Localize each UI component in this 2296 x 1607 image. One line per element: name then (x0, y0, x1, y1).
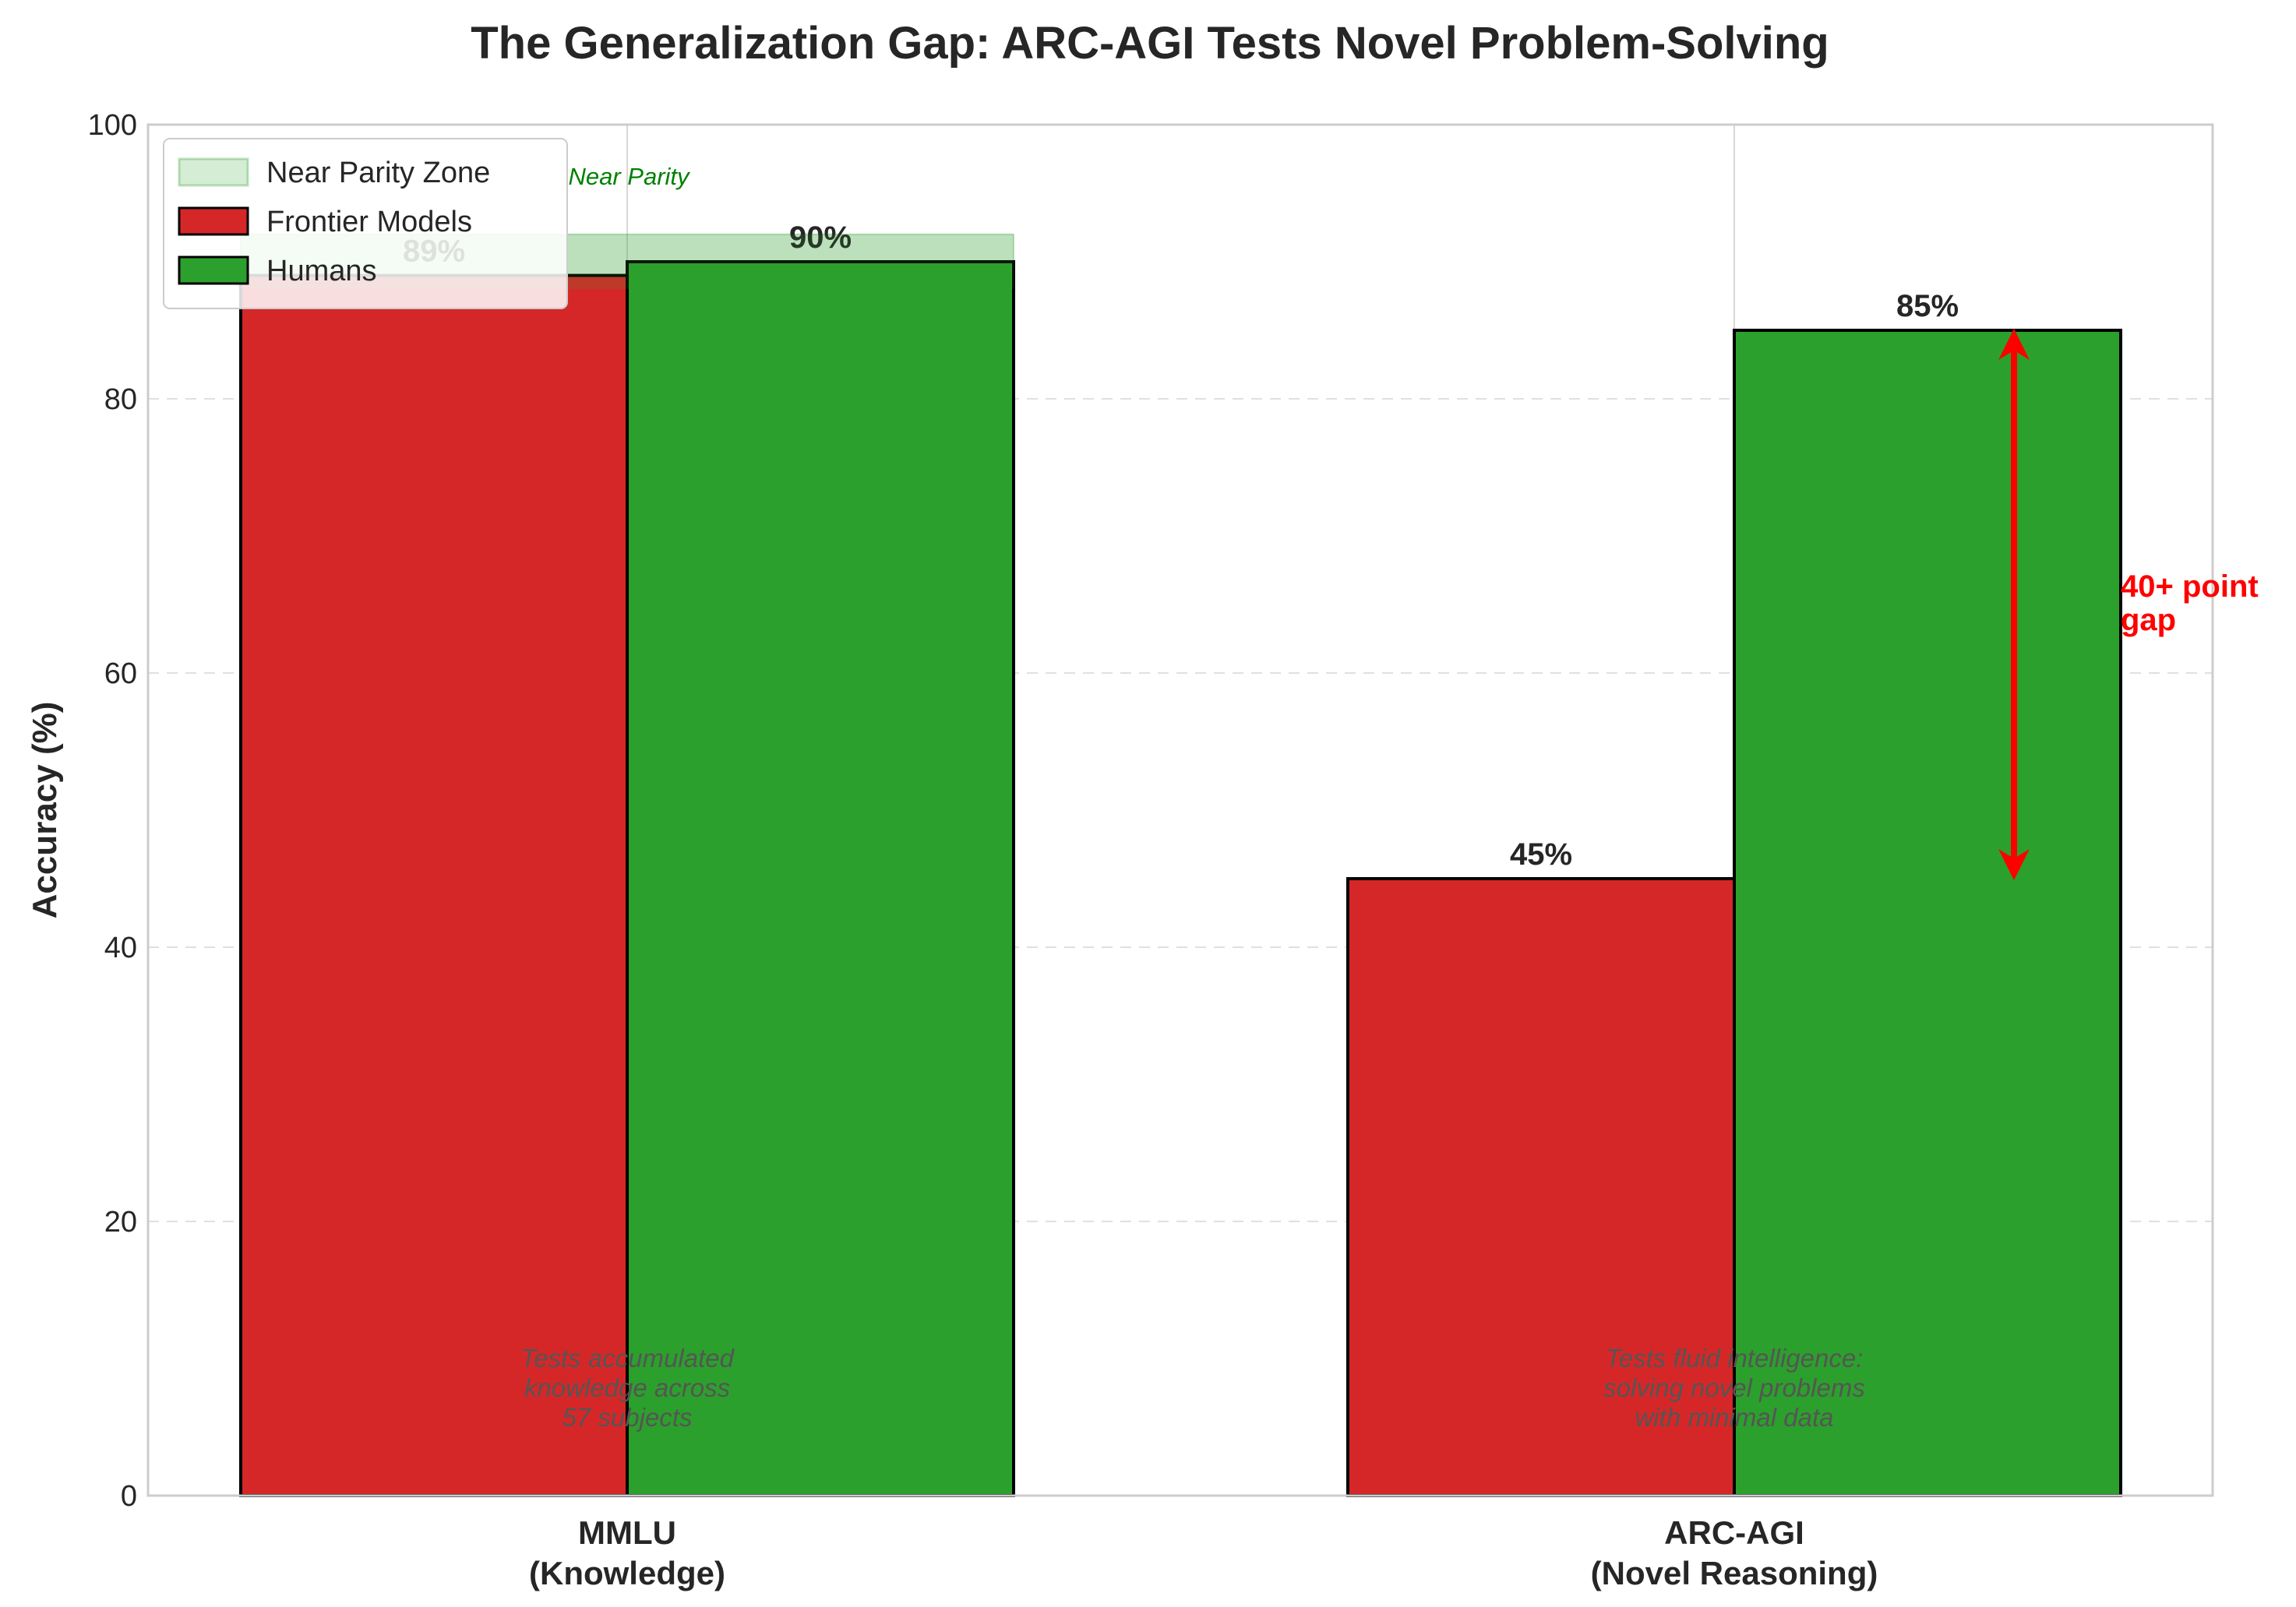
x-tick-sublabel: (Knowledge) (529, 1555, 725, 1591)
value-label-humans-arc-agi: 85% (1896, 289, 1959, 323)
near-parity-label: Near Parity (568, 163, 691, 190)
y-tick-label: 20 (104, 1206, 137, 1239)
gap-label-line: 40+ point (2121, 569, 2259, 604)
y-tick-label: 40 (104, 932, 137, 964)
gap-label-line: gap (2121, 603, 2176, 637)
bar-humans-arc-agi (1733, 329, 2122, 1497)
category-description-line: solving novel problems (1603, 1373, 1865, 1402)
legend-label-frontier-models: Frontier Models (266, 206, 472, 238)
x-axis-ticks: MMLU (Knowledge) ARC-AGI (Novel Reasoning) (529, 1514, 1878, 1591)
chart-title: The Generalization Gap: ARC-AGI Tests No… (471, 18, 1829, 69)
x-tick-label: ARC-AGI (1664, 1514, 1804, 1551)
value-label-frontier-models-arc-agi: 45% (1510, 837, 1572, 872)
legend-swatch-near-parity-zone (178, 157, 249, 187)
legend-box (163, 138, 568, 309)
value-label-humans-mmlu: 90% (789, 220, 852, 255)
category-description-line: with minimal data (1635, 1403, 1834, 1432)
y-tick-label: 0 (121, 1480, 137, 1513)
bar-humans-mmlu (626, 260, 1015, 1497)
bars-layer (239, 260, 2122, 1498)
legend-swatch-humans (178, 255, 249, 285)
legend-label-near-parity-zone: Near Parity Zone (266, 157, 490, 189)
legend-label-humans: Humans (266, 255, 377, 287)
x-tick-sublabel: (Novel Reasoning) (1591, 1555, 1878, 1591)
plot-frame (146, 123, 2214, 1497)
legend: Near Parity Zone Frontier Models Humans (163, 138, 568, 309)
y-tick-label: 60 (104, 657, 137, 690)
y-tick-label: 100 (88, 109, 137, 142)
x-tick-label: MMLU (578, 1514, 676, 1551)
category-description-line: Tests accumulated (520, 1344, 735, 1373)
legend-swatch-frontier-models (178, 206, 249, 236)
category-description-line: Tests fluid intelligence: (1606, 1344, 1864, 1373)
bar-frontier-models-mmlu (239, 273, 629, 1498)
y-axis-ticks: 0 20 40 60 80 100 (88, 109, 137, 1513)
category-description-line: 57 subjects (563, 1403, 693, 1432)
y-axis-label: Accuracy (%) (26, 702, 64, 919)
category-description-line: knowledge across (524, 1373, 730, 1402)
y-tick-label: 80 (104, 383, 137, 416)
